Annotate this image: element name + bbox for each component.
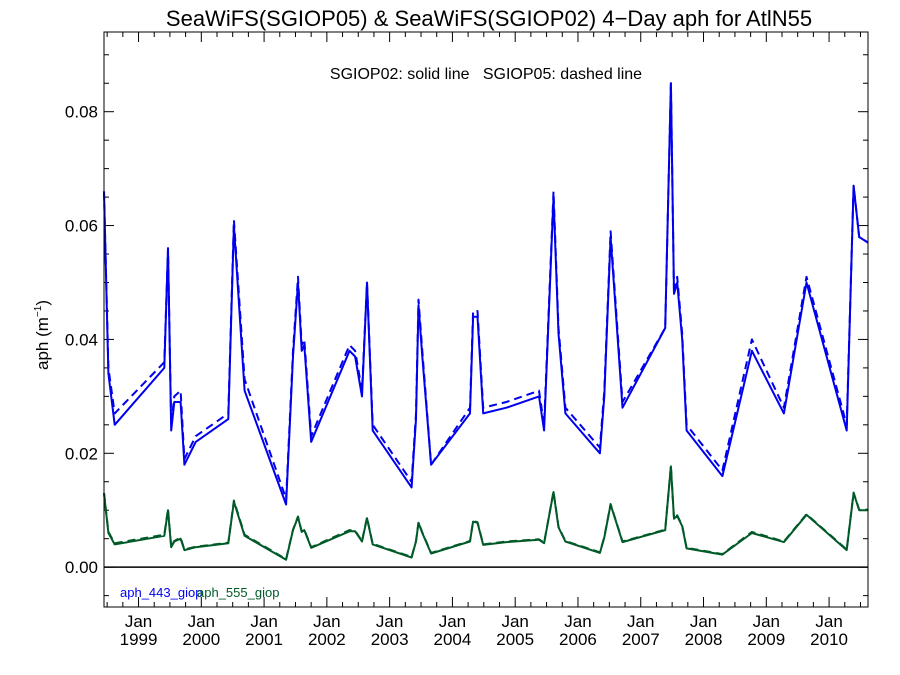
y-tick-label: 0.04 (65, 330, 98, 349)
x-tick-month-label: Jan (690, 612, 717, 631)
x-tick-month-label: Jan (125, 612, 152, 631)
y-axis-label: aph (m−1) (33, 300, 52, 370)
x-tick-month-label: Jan (564, 612, 591, 631)
x-tick-month-label: Jan (627, 612, 654, 631)
x-tick-month-label: Jan (313, 612, 340, 631)
series-line-2 (103, 465, 868, 561)
x-tick-month-label: Jan (815, 612, 842, 631)
y-tick-label: 0.00 (65, 558, 98, 577)
x-tick-year-label: 2008 (685, 630, 723, 649)
x-tick-year-label: 2006 (559, 630, 597, 649)
y-tick-label: 0.06 (65, 217, 98, 236)
x-tick-month-label: Jan (501, 612, 528, 631)
legend-entry-0: aph_443_giop (120, 585, 202, 600)
plot-area: 0.000.020.040.060.08Jan1999Jan2000Jan200… (65, 32, 869, 649)
y-axis-label-close: ) (33, 300, 52, 306)
x-tick-year-label: 2004 (434, 630, 472, 649)
x-tick-month-label: Jan (753, 612, 780, 631)
x-tick-year-label: 2007 (622, 630, 660, 649)
x-tick-month-label: Jan (439, 612, 466, 631)
x-tick-year-label: 2010 (810, 630, 848, 649)
y-axis-label-base: aph (m (33, 317, 52, 370)
plot-frame (103, 31, 869, 608)
y-tick-label: 0.08 (65, 103, 98, 122)
line-style-annotation: SGIOP02: solid line SGIOP05: dashed line (330, 66, 642, 83)
x-tick-month-label: Jan (376, 612, 403, 631)
x-tick-year-label: 1999 (120, 630, 158, 649)
series-line-3 (103, 464, 868, 561)
series-line-1 (103, 82, 869, 500)
x-tick-year-label: 2001 (245, 630, 283, 649)
legend-entry-1: aph_555_giop (197, 585, 279, 600)
y-axis-label-unit-exp: −1 (33, 305, 44, 317)
x-tick-month-label: Jan (250, 612, 277, 631)
x-tick-month-label: Jan (188, 612, 215, 631)
x-tick-year-label: 2009 (747, 630, 785, 649)
series-line-0 (103, 82, 869, 506)
y-tick-label: 0.02 (65, 444, 98, 463)
chart-title: SeaWiFS(SGIOP05) & SeaWiFS(SGIOP02) 4−Da… (166, 6, 812, 31)
x-tick-year-label: 2002 (308, 630, 346, 649)
x-tick-year-label: 2005 (496, 630, 534, 649)
x-tick-year-label: 2000 (182, 630, 220, 649)
x-tick-year-label: 2003 (371, 630, 409, 649)
